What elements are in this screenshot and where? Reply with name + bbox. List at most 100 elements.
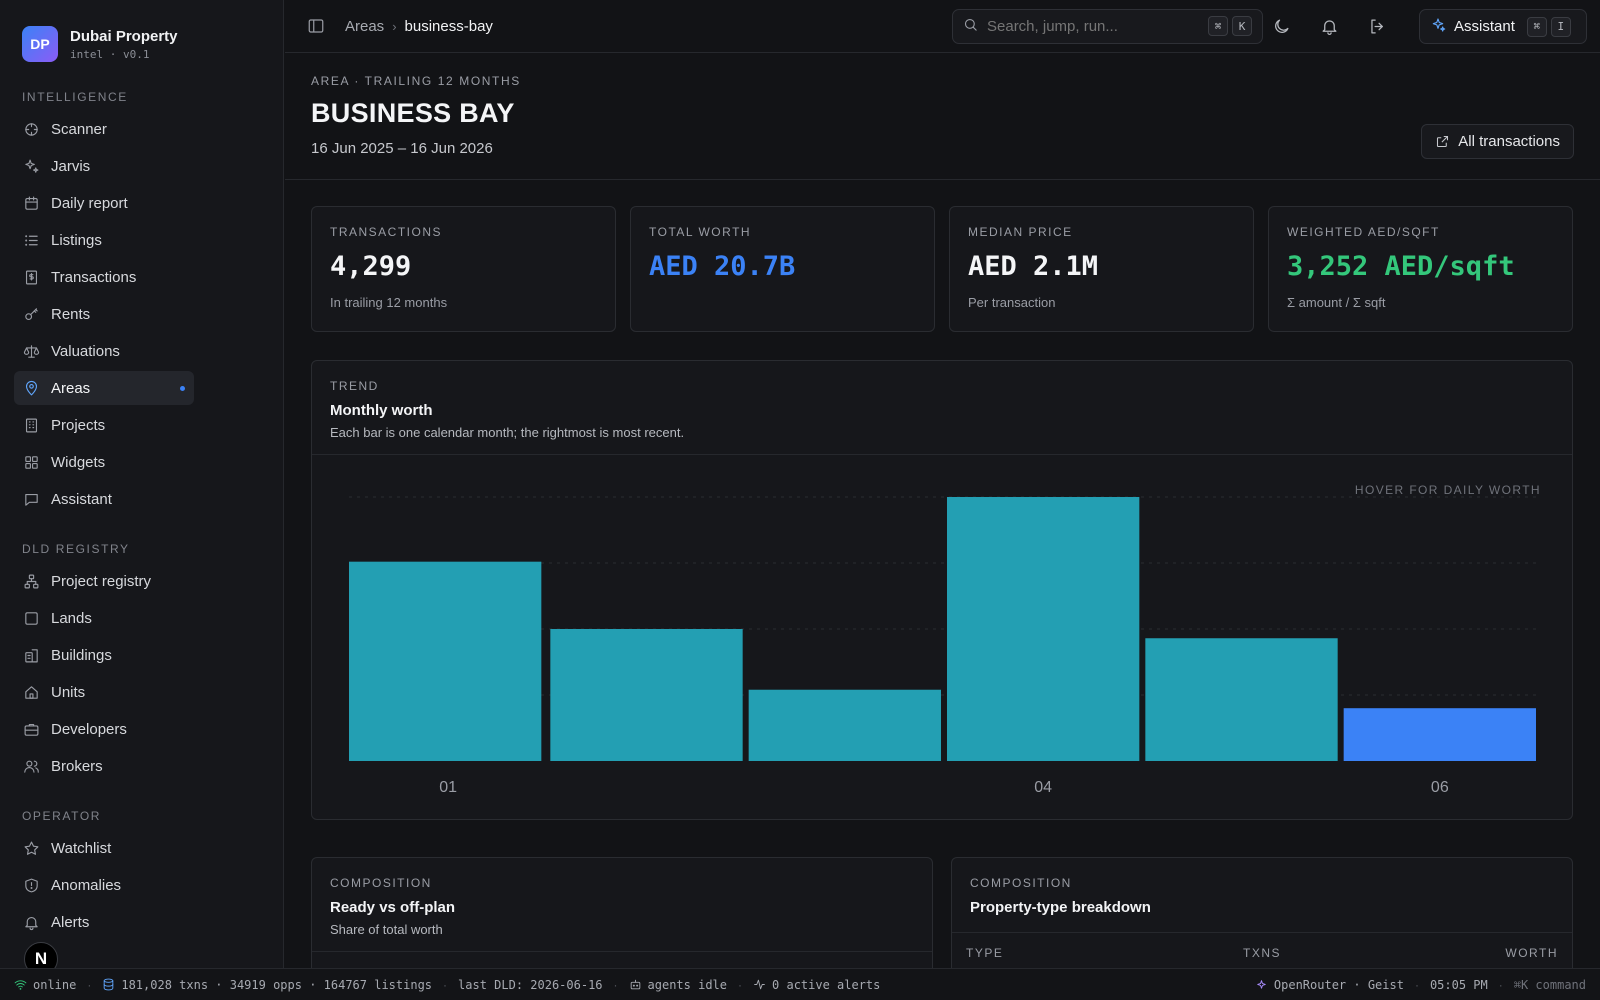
chart-bar-02[interactable] — [550, 629, 743, 761]
connection-status: online — [14, 978, 76, 992]
ready-vs-offplan-card: COMPOSITION Ready vs off-plan Share of t… — [311, 857, 933, 968]
kpi-label: WEIGHTED AED/SQFT — [1287, 225, 1440, 239]
sidebar-item-label: Listings — [51, 231, 102, 249]
list-icon — [22, 231, 40, 249]
search-input[interactable] — [987, 18, 1187, 35]
area-eyebrow: AREA · TRAILING 12 MONTHS — [311, 74, 521, 88]
chart-tick-label: 04 — [1034, 779, 1052, 796]
users-icon — [22, 757, 40, 775]
bell-icon[interactable] — [1320, 17, 1339, 36]
sidebar-item-widgets[interactable]: Widgets — [14, 445, 194, 479]
sidebar-item-label: Alerts — [51, 913, 90, 931]
external-link-icon — [1437, 135, 1449, 148]
page-title: BUSINESS BAY — [311, 98, 515, 128]
sidebar-item-assistant[interactable]: Assistant — [14, 482, 194, 516]
logout-icon[interactable] — [1368, 17, 1387, 36]
brand[interactable]: DP Dubai Property intel · v0.1 — [0, 0, 283, 70]
sidebar-item-transactions[interactable]: Transactions — [14, 260, 194, 294]
shield-icon — [22, 876, 40, 894]
sidebar-item-project-registry[interactable]: Project registry — [14, 564, 194, 598]
trend-card: TREND Monthly worth Each bar is one cale… — [311, 360, 1573, 820]
brand-version: intel · v0.1 — [70, 47, 150, 61]
sidebar-item-lands[interactable]: Lands — [14, 601, 194, 635]
kpi-card-weighted-aed-sqft: WEIGHTED AED/SQFT 3,252 AED/sqft Σ amoun… — [1268, 206, 1573, 332]
all-transactions-button[interactable]: All transactions — [1421, 124, 1574, 159]
main-content: AREA · TRAILING 12 MONTHS BUSINESS BAY 1… — [285, 54, 1600, 968]
sidebar-item-anomalies[interactable]: Anomalies — [14, 868, 194, 902]
sidebar-item-brokers[interactable]: Brokers — [14, 749, 194, 783]
briefcase-icon — [22, 720, 40, 738]
sparkles-icon — [1430, 17, 1446, 37]
column-header-worth[interactable]: WORTH — [1505, 945, 1558, 960]
scanner-icon — [22, 120, 40, 138]
sidebar-item-listings[interactable]: Listings — [14, 223, 194, 257]
sidebar-item-areas[interactable]: Areas — [14, 371, 194, 405]
brand-logo: DP — [22, 26, 58, 62]
sidebar-item-valuations[interactable]: Valuations — [14, 334, 194, 368]
sidebar-item-label: Units — [51, 683, 86, 701]
bell-icon — [22, 913, 40, 931]
sidebar-item-label: Rents — [51, 305, 91, 323]
assistant-shortcut-key: I — [1550, 16, 1571, 37]
sidebar-nav: INTELLIGENCE Scanner Jarvis Daily report Lis… — [0, 90, 283, 939]
agents-text: agents idle — [647, 977, 728, 992]
map-pin-icon — [22, 379, 40, 397]
sidebar-item-rents[interactable]: Rents — [14, 297, 194, 331]
separator: · — [87, 977, 92, 992]
model-info: OpenRouter · Geist — [1255, 978, 1404, 992]
chart-svg: 01 04 06 — [349, 496, 1539, 796]
database-icon — [104, 978, 114, 991]
composition-description: Share of total worth — [330, 922, 443, 937]
chart-bar-06[interactable] — [1343, 708, 1536, 761]
chart-bar-04[interactable] — [947, 497, 1140, 761]
separator: · — [613, 977, 618, 992]
chart-bar-03[interactable] — [748, 689, 941, 761]
sidebar-item-label: Valuations — [51, 342, 120, 360]
chart-bar-01[interactable] — [349, 561, 542, 761]
online-text: online — [33, 977, 77, 992]
column-header-type[interactable]: TYPE — [966, 945, 1004, 960]
composition-eyebrow: COMPOSITION — [330, 876, 432, 890]
sidebar-item-projects[interactable]: Projects — [14, 408, 194, 442]
model-text: OpenRouter · Geist — [1273, 978, 1404, 992]
active-indicator-dot — [180, 386, 185, 391]
chart-tick-label: 01 — [439, 779, 457, 796]
chart-bar-05[interactable] — [1145, 638, 1338, 761]
search-icon — [963, 17, 978, 37]
assistant-button-label: Assistant — [1454, 18, 1515, 35]
sidebar-item-alerts[interactable]: Alerts — [14, 905, 194, 939]
kpi-sub: In trailing 12 months — [330, 295, 448, 310]
topbar: Areas › business-bay ⌘ K Assistant ⌘ I — [285, 0, 1600, 53]
moon-icon[interactable] — [1272, 17, 1291, 36]
composition-title: Ready vs off-plan — [330, 899, 456, 916]
n-badge[interactable]: N — [24, 942, 58, 968]
sidebar-item-developers[interactable]: Developers — [14, 712, 194, 746]
sidebar-item-scanner[interactable]: Scanner — [14, 112, 194, 146]
alerts-status[interactable]: 0 active alerts — [753, 978, 880, 992]
property-type-card: COMPOSITION Property-type breakdown TYPE… — [951, 857, 1573, 968]
all-transactions-label: All transactions — [1458, 133, 1560, 150]
kpi-card-transactions: TRANSACTIONS 4,299 In trailing 12 months — [311, 206, 616, 332]
search-box[interactable]: ⌘ K — [952, 9, 1263, 44]
date-range: 16 Jun 2025 – 16 Jun 2026 — [311, 140, 493, 157]
network-icon — [22, 572, 40, 590]
sidebar-item-label: Widgets — [51, 453, 106, 471]
sidebar-item-jarvis[interactable]: Jarvis — [14, 149, 194, 183]
composition-title: Property-type breakdown — [970, 899, 1151, 916]
last-dld: last DLD: 2026-06-16 — [458, 977, 603, 992]
scale-icon — [22, 342, 40, 360]
column-header-txns[interactable]: TXNS — [1243, 945, 1282, 960]
sidebar-item-buildings[interactable]: Buildings — [14, 638, 194, 672]
assistant-button[interactable]: Assistant ⌘ I — [1419, 9, 1587, 44]
sidebar-toggle-icon[interactable] — [307, 17, 325, 35]
trend-title: Monthly worth — [330, 402, 433, 419]
command-hint[interactable]: ⌘K command — [1513, 978, 1586, 992]
sidebar-item-watchlist[interactable]: Watchlist — [14, 831, 194, 865]
sidebar-section-label: OPERATOR — [22, 809, 102, 823]
breadcrumb-areas[interactable]: Areas — [345, 17, 385, 35]
separator: · — [443, 977, 448, 992]
key-icon — [22, 305, 40, 323]
sidebar-item-units[interactable]: Units — [14, 675, 194, 709]
sidebar-item-daily-report[interactable]: Daily report — [14, 186, 194, 220]
building-icon — [22, 416, 40, 434]
